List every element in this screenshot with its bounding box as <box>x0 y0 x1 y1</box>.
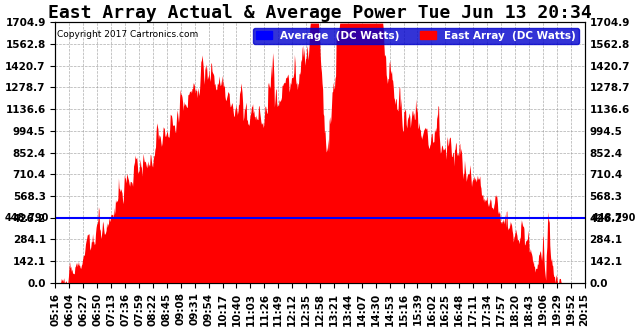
Text: 448.790: 448.790 <box>4 213 49 223</box>
Title: East Array Actual & Average Power Tue Jun 13 20:34: East Array Actual & Average Power Tue Ju… <box>48 4 592 22</box>
Text: 448.790: 448.790 <box>591 213 636 223</box>
Legend: Average  (DC Watts), East Array  (DC Watts): Average (DC Watts), East Array (DC Watts… <box>253 27 579 44</box>
Text: Copyright 2017 Cartronics.com: Copyright 2017 Cartronics.com <box>56 30 198 39</box>
